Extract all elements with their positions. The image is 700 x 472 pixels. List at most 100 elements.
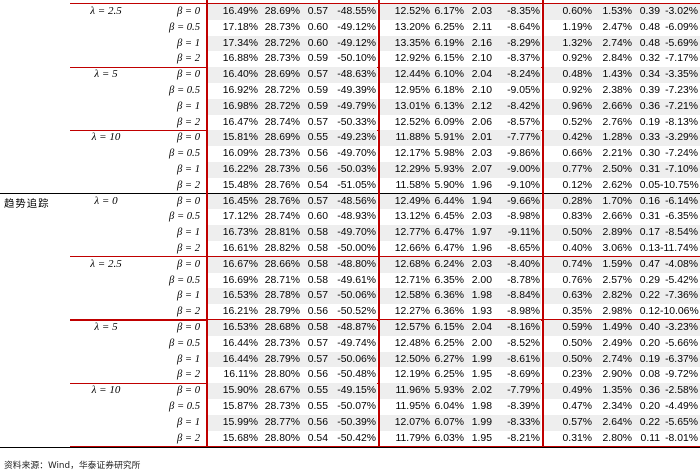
table-cell: -8.16% xyxy=(507,322,540,333)
column-divider-line xyxy=(378,0,380,447)
table-cell: 28.76% xyxy=(264,179,300,191)
table-cell: 12.29% xyxy=(394,164,430,175)
beta-label: β = 2 xyxy=(176,306,200,318)
beta-label: β = 2 xyxy=(176,179,200,191)
table-cell: -49.74% xyxy=(337,337,376,349)
table-cell: 1.70% xyxy=(602,195,632,207)
row-shade xyxy=(543,383,700,399)
table-row: β = 0 16.49% 28.69% 0.57 -48.55% 12.52% 6.17% 2… xyxy=(0,4,700,20)
table-cell: 0.22 xyxy=(639,416,660,428)
table-cell: 0.30 xyxy=(639,148,660,160)
table-cell: 0.56 xyxy=(307,306,328,318)
table-cell: 0.55 xyxy=(307,132,328,144)
table-cell: 0.58 xyxy=(307,274,328,286)
table-cell: 0.59 xyxy=(307,53,328,65)
table-cell: -4.49% xyxy=(665,401,698,412)
table-cell: 28.69% xyxy=(264,69,300,81)
table-cell: 16.53% xyxy=(222,290,258,302)
table-cell: 28.72% xyxy=(264,100,300,112)
table-cell: -8.33% xyxy=(507,416,540,428)
row-shade xyxy=(543,130,700,147)
table-cell: 1.98 xyxy=(471,401,492,412)
table-cell: 28.73% xyxy=(264,401,300,412)
table-cell: 28.79% xyxy=(264,353,300,365)
table-cell: 1.97 xyxy=(471,227,492,239)
table-cell: -8.98% xyxy=(507,211,540,223)
table-cell: 12.49% xyxy=(394,195,430,207)
table-cell: 2.74% xyxy=(602,37,632,49)
row-shade xyxy=(207,130,377,147)
table-row: β = 0.5 15.87% 28.73% 0.55 -50.07% 11.95% 6.04… xyxy=(0,399,700,415)
table-cell: 0.49% xyxy=(562,385,592,397)
table-cell: 0.12 xyxy=(639,306,660,318)
table-row: β = 2 15.68% 28.80% 0.54 -50.42% 11.79% 6.03% 1… xyxy=(0,431,700,447)
table-cell: 17.12% xyxy=(222,211,258,223)
table-cell: 1.98 xyxy=(471,290,492,302)
table-cell: 28.71% xyxy=(264,274,300,286)
row-shade xyxy=(379,351,541,368)
row-shade xyxy=(543,256,700,273)
table-cell: -51.05% xyxy=(337,179,376,191)
table-cell: 6.09% xyxy=(434,116,464,128)
table-cell: 11.95% xyxy=(395,401,430,412)
table-cell: 2.62% xyxy=(602,179,632,191)
table-cell: 1.96 xyxy=(471,179,492,191)
table-cell: -7.23% xyxy=(665,85,698,96)
table-cell: 0.57 xyxy=(307,337,328,349)
table-cell: 0.39 xyxy=(639,6,660,17)
table-cell: 0.29 xyxy=(639,274,660,286)
table-cell: 15.99% xyxy=(222,416,258,428)
lambda-separator-line xyxy=(70,319,700,321)
table-row: β = 1 16.53% 28.78% 0.57 -50.06% 12.58% 6.36% 1… xyxy=(0,288,700,305)
table-cell: -48.80% xyxy=(337,258,376,270)
table-cell: 0.48 xyxy=(639,21,660,33)
table-cell: -8.64% xyxy=(507,21,540,33)
table-cell: 0.42% xyxy=(562,132,592,144)
table-cell: 6.15% xyxy=(434,53,464,65)
table-cell: 6.27% xyxy=(434,353,464,365)
beta-label: β = 1 xyxy=(176,290,200,302)
lambda-separator-line xyxy=(70,256,700,258)
table-cell: 0.31 xyxy=(639,164,660,175)
table-cell: -7.24% xyxy=(665,148,698,160)
row-shade xyxy=(207,35,377,52)
table-cell: 6.45% xyxy=(434,211,464,223)
table-cell: 12.27% xyxy=(394,306,430,318)
table-cell: 2.38% xyxy=(602,85,632,96)
table-cell: -7.17% xyxy=(665,53,698,65)
table-cell: -4.08% xyxy=(665,258,698,270)
row-shade xyxy=(207,193,377,210)
table-cell: -7.79% xyxy=(507,385,540,397)
table-cell: 0.19 xyxy=(639,353,660,365)
table-cell: 1.59% xyxy=(602,258,632,270)
table-cell: -48.63% xyxy=(337,69,376,81)
table-cell: 17.34% xyxy=(222,37,258,49)
table-cell: 2.11 xyxy=(472,21,492,33)
table-cell: 2.66% xyxy=(602,211,632,223)
table-cell: -7.21% xyxy=(665,100,698,112)
table-cell: 1.95 xyxy=(471,432,492,444)
row-shade xyxy=(543,414,700,431)
beta-label: β = 0 xyxy=(176,6,200,17)
beta-label: β = 2 xyxy=(176,116,200,128)
table-cell: 0.58 xyxy=(307,243,328,254)
table-cell: 0.20 xyxy=(639,337,660,349)
table-cell: 2.57% xyxy=(602,274,632,286)
table-cell: 28.66% xyxy=(264,258,300,270)
lambda-label: λ = 5 xyxy=(94,68,118,81)
table-cell: 0.58 xyxy=(307,322,328,333)
table-cell: -8.78% xyxy=(507,274,540,286)
table-row: β = 0 16.53% 28.68% 0.58 -48.87% 12.57% 6.15% 2… xyxy=(0,320,700,336)
table-cell: 0.59 xyxy=(307,85,328,96)
table-cell: 6.47% xyxy=(434,227,464,239)
table-cell: 12.71% xyxy=(394,274,430,286)
table-cell: -6.37% xyxy=(665,353,698,365)
table-cell: -3.23% xyxy=(665,322,698,333)
row-shade xyxy=(379,288,541,305)
beta-label: β = 0.5 xyxy=(169,337,200,349)
table-cell: 28.73% xyxy=(264,148,300,160)
table-cell: 0.52% xyxy=(562,116,592,128)
beta-label: β = 0 xyxy=(176,385,200,397)
table-cell: 28.73% xyxy=(264,53,300,65)
row-shade xyxy=(207,383,377,399)
